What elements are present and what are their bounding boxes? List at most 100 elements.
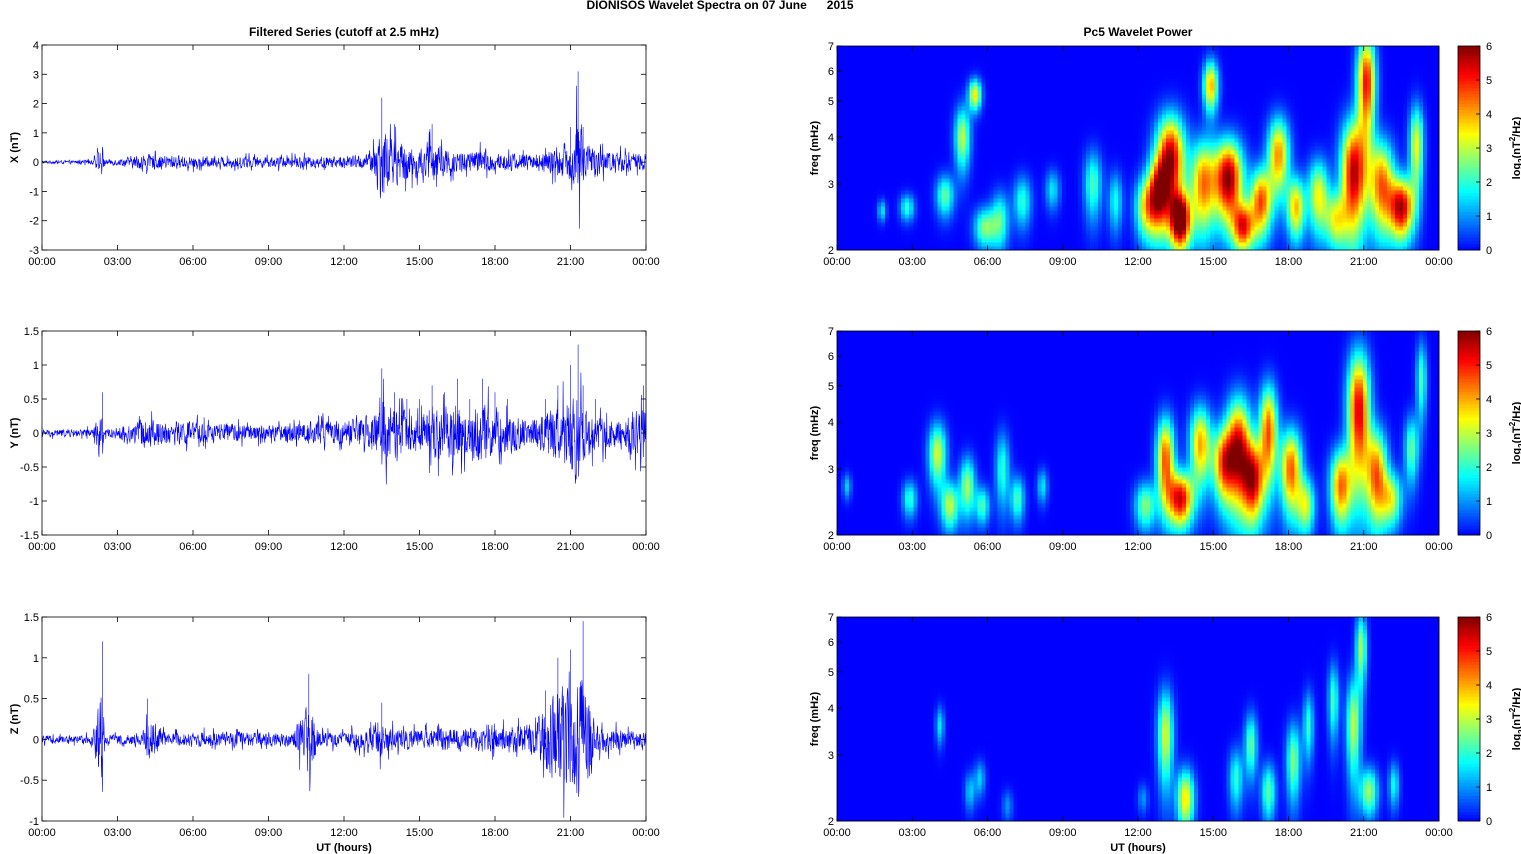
wavelet-panel-1-cell — [1090, 158, 1094, 162]
wavelet-panel-1-cell — [1295, 154, 1299, 158]
wavelet-panel-1-cell — [1082, 130, 1086, 134]
wavelet-panel-1-cell — [961, 194, 965, 198]
wavelet-panel-1-cell — [1006, 198, 1010, 202]
wavelet-panel-1-cell — [1411, 234, 1415, 238]
wavelet-panel-1-cell — [1359, 194, 1363, 198]
wavelet-panel-1-cell — [1383, 214, 1387, 218]
wavelet-panel-1-cell — [1307, 154, 1311, 158]
wavelet-panel-1-cell — [1178, 198, 1182, 202]
series-panel-2-ylabel: Y (nT) — [9, 417, 21, 448]
wavelet-panel-1-cell — [1383, 202, 1387, 206]
wavelet-panel-1-cell — [1114, 202, 1118, 206]
wavelet-panel-1-cell — [1258, 218, 1262, 222]
wavelet-panel-1-cell — [1170, 150, 1174, 154]
wavelet-panel-1-cell — [1323, 238, 1327, 242]
wavelet-panel-1-cell — [885, 230, 889, 234]
wavelet-panel-1-cell — [933, 226, 937, 230]
wavelet-panel-1-cell — [909, 174, 913, 178]
wavelet-panel-1-cell — [1126, 226, 1130, 230]
wavelet-panel-1-cell — [1291, 226, 1295, 230]
wavelet-panel-1-cell — [893, 134, 897, 138]
wavelet-panel-1-cell — [1262, 122, 1266, 126]
wavelet-panel-1-cell — [1250, 202, 1254, 206]
wavelet-panel-1-cell — [1343, 210, 1347, 214]
wavelet-panel-1-cell — [1371, 222, 1375, 226]
wavelet-panel-1-cell — [969, 210, 973, 214]
wavelet-panel-1-cell — [945, 146, 949, 150]
wavelet-panel-1-cell — [1270, 238, 1274, 242]
wavelet-panel-1-cell — [1242, 134, 1246, 138]
wavelet-panel-1-cell — [1355, 194, 1359, 198]
wavelet-panel-1-cell — [1262, 134, 1266, 138]
wavelet-panel-1-cell — [1226, 134, 1230, 138]
wavelet-panel-1-cell — [1186, 170, 1190, 174]
wavelet-panel-1-cell — [985, 174, 989, 178]
wavelet-panel-1-cell — [1343, 130, 1347, 134]
wavelet-panel-1-cell — [961, 210, 965, 214]
wavelet-panel-1-cell — [1371, 194, 1375, 198]
wavelet-panel-1-cell — [949, 146, 953, 150]
wavelet-panel-1-cell — [1158, 210, 1162, 214]
wavelet-panel-1-cell — [1246, 130, 1250, 134]
wavelet-panel-1-cell — [1046, 162, 1050, 166]
wavelet-panel-1-cell — [1319, 146, 1323, 150]
wavelet-panel-1-cell — [1130, 222, 1134, 226]
wavelet-panel-1-cell — [889, 182, 893, 186]
wavelet-panel-1-cell — [837, 242, 841, 246]
wavelet-panel-1-cell — [1090, 186, 1094, 190]
wavelet-panel-1-cell — [877, 222, 881, 226]
wavelet-panel-1-cell — [1363, 218, 1367, 222]
wavelet-panel-1-cell — [1407, 146, 1411, 150]
wavelet-panel-1-cell — [853, 234, 857, 238]
wavelet-panel-1-cell — [1202, 170, 1206, 174]
wavelet-panel-1-cell — [1102, 142, 1106, 146]
wavelet-panel-1-cell — [1182, 134, 1186, 138]
wavelet-panel-1-cell — [977, 238, 981, 242]
wavelet-panel-1-cell — [1058, 194, 1062, 198]
wavelet-panel-1-cell — [921, 126, 925, 130]
wavelet-panel-1-cell — [981, 138, 985, 142]
wavelet-panel-1-cell — [1411, 150, 1415, 154]
wavelet-panel-1-cell — [1190, 170, 1194, 174]
wavelet-panel-1-cell — [1142, 126, 1146, 130]
wavelet-panel-1-cell — [1014, 158, 1018, 162]
wavelet-panel-1-cell — [1355, 158, 1359, 162]
wavelet-panel-1-cell — [849, 202, 853, 206]
wavelet-panel-1-cell — [881, 234, 885, 238]
wavelet-panel-1-cell — [893, 242, 897, 246]
wavelet-panel-1-cell — [1214, 150, 1218, 154]
wavelet-panel-1-cell — [1182, 202, 1186, 206]
wavelet-panel-1-cell — [1238, 206, 1242, 210]
wavelet-panel-1-cell — [1363, 130, 1367, 134]
wavelet-panel-1-cell — [1295, 238, 1299, 242]
wavelet-panel-1-cell — [1178, 134, 1182, 138]
wavelet-panel-1-cell — [1190, 154, 1194, 158]
wavelet-panel-1-cell — [1174, 122, 1178, 126]
wavelet-panel-1-cell — [1062, 190, 1066, 194]
wavelet-panel-1-cell — [1034, 214, 1038, 218]
wavelet-panel-1-cell — [1234, 150, 1238, 154]
wavelet-panel-1-cell — [961, 198, 965, 202]
wavelet-panel-1-cell — [1110, 202, 1114, 206]
wavelet-panel-1-cell — [869, 242, 873, 246]
wavelet-panel-1-cell — [1274, 182, 1278, 186]
wavelet-panel-1-cell — [1423, 146, 1427, 150]
wavelet-panel-1-cell — [1166, 238, 1170, 242]
wavelet-panel-1-cell — [1166, 138, 1170, 142]
wavelet-panel-1-cell — [929, 178, 933, 182]
wavelet-panel-1-cell — [1122, 130, 1126, 134]
wavelet-panel-1-cell — [1286, 194, 1290, 198]
wavelet-panel-1-cell — [1038, 214, 1042, 218]
wavelet-panel-1-cell — [1198, 206, 1202, 210]
wavelet-panel-1-cell — [1254, 214, 1258, 218]
wavelet-panel-1-cell — [1250, 226, 1254, 230]
wavelet-panel-1-cell — [1423, 238, 1427, 242]
wavelet-panel-1-cell — [1186, 190, 1190, 194]
wavelet-panel-1-cell — [873, 242, 877, 246]
wavelet-panel-1-cell — [1343, 242, 1347, 246]
wavelet-panel-1-cell — [1030, 202, 1034, 206]
wavelet-panel-1-cell — [925, 198, 929, 202]
wavelet-panel-1-cell — [1038, 242, 1042, 246]
wavelet-panel-1-cell — [853, 138, 857, 142]
wavelet-panel-1-cell — [1138, 166, 1142, 170]
